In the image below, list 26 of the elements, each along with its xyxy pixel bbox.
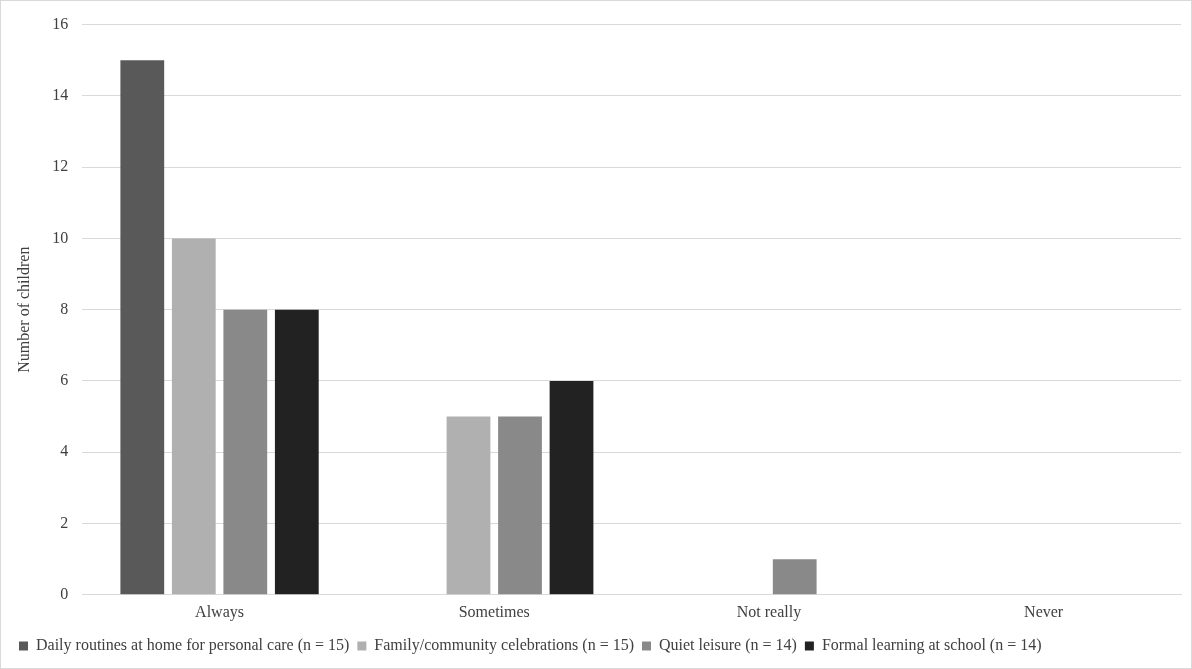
x-tick-label: Never xyxy=(1024,602,1064,620)
y-tick-label: 4 xyxy=(60,442,69,460)
x-tick-label: Sometimes xyxy=(458,602,530,620)
bar xyxy=(446,416,491,595)
bar xyxy=(120,60,165,595)
legend-label: Daily routines at home for personal care (n = 15) xyxy=(36,636,350,655)
bar xyxy=(274,309,319,595)
bar xyxy=(171,238,216,595)
bar xyxy=(498,416,542,595)
legend-label: Formal learning at school (n = 14) xyxy=(821,636,1042,655)
bar xyxy=(549,380,594,595)
y-tick-label: 10 xyxy=(52,228,69,246)
x-tick-label: Always xyxy=(195,602,244,621)
bar xyxy=(772,559,817,595)
bar xyxy=(223,309,268,595)
x-tick-label: Not really xyxy=(736,602,802,621)
y-tick-label: 16 xyxy=(52,14,69,32)
y-tick-label: 2 xyxy=(60,513,69,531)
y-tick-label: 14 xyxy=(52,86,69,104)
y-axis-title: Number of children xyxy=(14,246,32,373)
legend-label: Family/community celebrations (n = 15) xyxy=(374,636,634,655)
y-tick-label: 6 xyxy=(60,371,69,389)
y-tick-label: 12 xyxy=(52,157,69,175)
legend-label: Quiet leisure (n = 14) xyxy=(659,636,797,655)
y-tick-label: 0 xyxy=(60,585,69,602)
y-tick-label: 8 xyxy=(60,299,69,317)
